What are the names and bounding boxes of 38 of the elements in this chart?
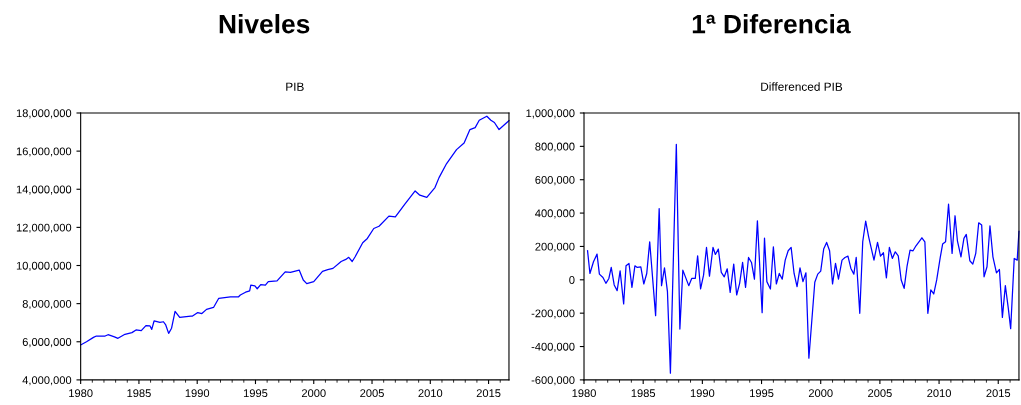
y-tick-label: 200,000 (535, 242, 575, 252)
x-tick-label: 2005 (868, 389, 892, 398)
line-series (586, 143, 1020, 374)
y-tick-label: 400,000 (535, 209, 575, 219)
x-tick-label: 2015 (986, 389, 1011, 398)
chart-subtitle: Differenced PIB (761, 82, 843, 91)
y-tick-label: 12,000,000 (16, 223, 72, 233)
y-tick-label: 14,000,000 (16, 185, 72, 195)
y-tick-label: 6,000,000 (22, 338, 72, 348)
y-tick-label: 18,000,000 (16, 109, 72, 119)
x-tick-label: 2015 (476, 389, 501, 398)
y-tick-label: 0 (569, 276, 575, 284)
y-tick-label: 600,000 (535, 175, 575, 186)
x-tick-label: 1990 (185, 389, 210, 398)
y-tick-label: 800,000 (535, 142, 575, 152)
y-tick-label: -600,000 (531, 376, 575, 386)
y-tick-label: -400,000 (531, 342, 575, 352)
chart-subtitle: PIB (286, 82, 304, 91)
y-tick-label: 8,000,000 (22, 299, 72, 310)
y-tick-label: -200,000 (531, 309, 575, 319)
x-tick-label: 2000 (301, 389, 326, 398)
chart-title: Niveles (219, 14, 310, 34)
x-tick-label: 2000 (808, 389, 833, 398)
x-tick-label: 2005 (360, 389, 384, 398)
x-tick-label: 1985 (127, 389, 151, 398)
x-tick-label: 1985 (631, 389, 656, 398)
x-tick-label: 1995 (243, 389, 268, 398)
y-tick-label: 4,000,000 (22, 376, 72, 386)
y-tick-label: 16,000,000 (16, 147, 72, 157)
chart-title: 1ª Diferencia (692, 14, 851, 34)
x-tick-label: 1995 (750, 389, 774, 398)
x-tick-label: 2010 (927, 389, 951, 398)
y-tick-label: 10,000,000 (16, 261, 72, 271)
y-tick-label: 1,000,000 (526, 109, 575, 119)
x-tick-label: 2010 (418, 389, 443, 398)
x-tick-label: 1980 (572, 389, 596, 398)
x-tick-label: 1980 (69, 389, 93, 398)
x-tick-label: 1990 (690, 389, 715, 398)
